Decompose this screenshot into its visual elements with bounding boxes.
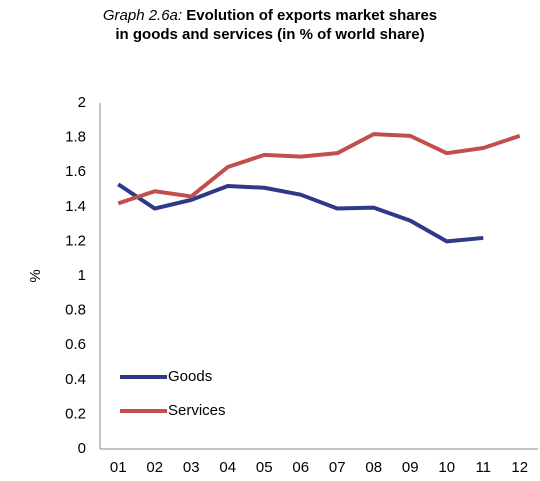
title-label: Graph 2.6a:	[102, 7, 183, 24]
x-tick-label: 05	[256, 459, 273, 476]
y-tick-label: 0.8	[65, 302, 86, 319]
x-tick-label: 09	[402, 459, 419, 476]
legend-label: Goods	[168, 368, 212, 385]
y-tick-label: 1.6	[65, 163, 86, 180]
legend-label: Services	[168, 402, 226, 419]
x-tick-label: 12	[511, 459, 528, 476]
y-tick-label: 1.4	[65, 198, 86, 215]
chart-title: Graph 2.6a: Evolution of exports market …	[95, 6, 445, 44]
x-tick-label: 03	[183, 459, 200, 476]
x-tick-label: 02	[146, 459, 163, 476]
y-tick-label: 0.4	[65, 371, 86, 388]
y-tick-label: 0.2	[65, 405, 86, 422]
y-tick-label: 0.6	[65, 336, 86, 353]
series-line	[117, 132, 521, 206]
y-tick-label: 2	[78, 94, 86, 111]
x-tick-label: 11	[475, 459, 491, 476]
title-text: Evolution of exports market shares in go…	[115, 7, 438, 43]
x-tick-label: 08	[365, 459, 382, 476]
x-tick-label: 10	[438, 459, 455, 476]
y-tick-label: 0	[78, 440, 86, 457]
y-tick-label: 1	[78, 267, 86, 284]
y-tick-label: 1.8	[65, 129, 86, 146]
y-axis-label: %	[27, 269, 44, 282]
x-tick-label: 07	[329, 459, 346, 476]
series-line	[117, 182, 484, 244]
x-tick-label: 04	[219, 459, 236, 476]
y-tick-label: 1.2	[65, 232, 86, 249]
x-tick-label: 06	[292, 459, 309, 476]
x-tick-label: 01	[110, 459, 127, 476]
